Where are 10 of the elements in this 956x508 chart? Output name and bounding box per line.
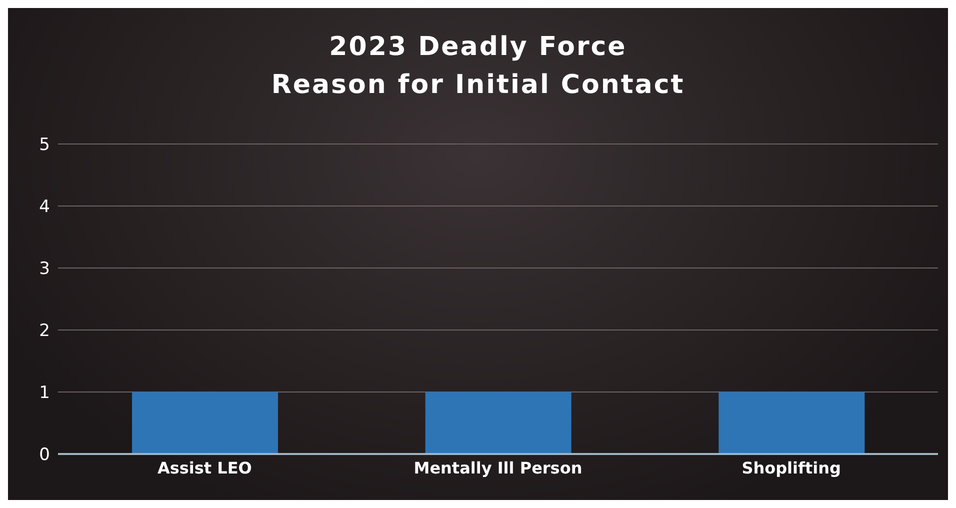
y-tick-label: 4 xyxy=(39,197,50,218)
x-tick-label: Shoplifting xyxy=(742,458,841,478)
y-tick-label: 5 xyxy=(39,135,50,156)
y-tick-label: 0 xyxy=(39,445,50,466)
x-tick-label: Assist LEO xyxy=(157,458,252,478)
y-tick-label: 1 xyxy=(39,383,50,404)
x-tick-label: Mentally Ill Person xyxy=(414,458,582,478)
y-tick-label: 3 xyxy=(39,259,50,280)
y-tick-label: 2 xyxy=(39,321,50,342)
chart-title: 2023 Deadly Force Reason for Initial Contact xyxy=(270,31,686,102)
